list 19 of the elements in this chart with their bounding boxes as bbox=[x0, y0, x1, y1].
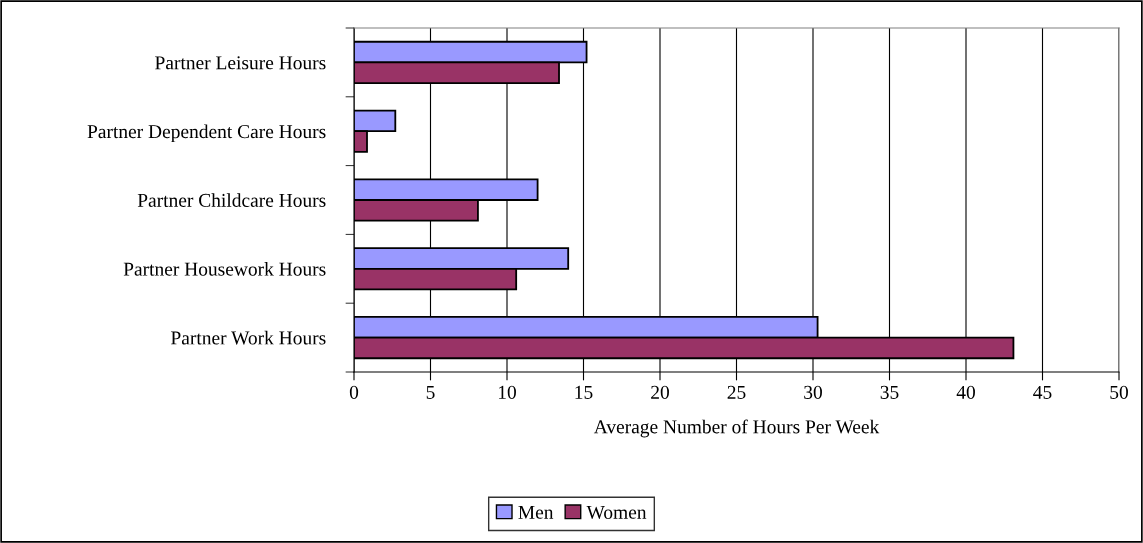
x-tick-label: 35 bbox=[880, 385, 899, 399]
x-tick-label: 5 bbox=[426, 385, 435, 399]
x-tick-label: 50 bbox=[1110, 385, 1128, 399]
y-tick-label: Partner Housework Hours bbox=[123, 262, 326, 276]
x-tick-label: 10 bbox=[498, 385, 516, 399]
y-tick-label: Partner Dependent Care Hours bbox=[87, 124, 326, 143]
y-tick-label: Partner Childcare Hours bbox=[137, 193, 326, 207]
x-tick-label: 25 bbox=[727, 385, 746, 399]
legend-label: Women bbox=[586, 505, 647, 519]
y-tick-label: Partner Work Hours bbox=[171, 330, 326, 345]
legend-label: Men bbox=[518, 505, 554, 519]
y-tick-label: Partner Leisure Hours bbox=[155, 56, 326, 70]
x-tick-label: 20 bbox=[651, 385, 669, 399]
x-tick-label: 45 bbox=[1033, 385, 1052, 399]
x-tick-label: 40 bbox=[956, 385, 975, 399]
x-tick-label: 15 bbox=[575, 385, 593, 399]
x-axis-title: Average Number of Hours Per Week bbox=[593, 419, 880, 438]
x-tick-label: 30 bbox=[804, 385, 822, 399]
x-tick-label: 0 bbox=[349, 385, 359, 399]
